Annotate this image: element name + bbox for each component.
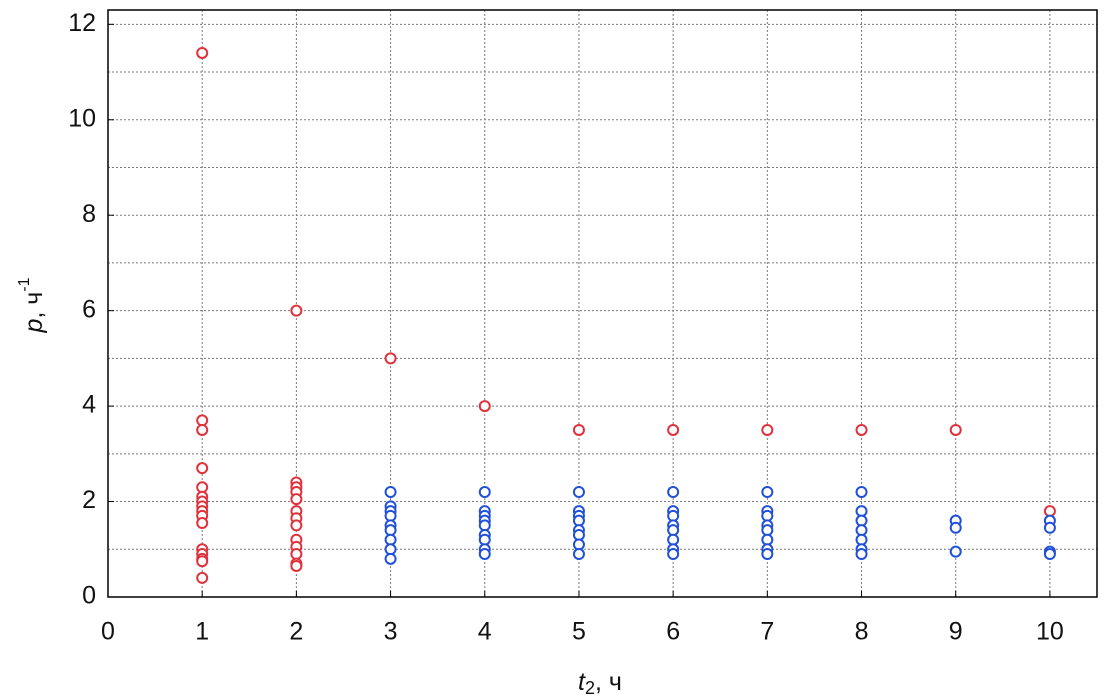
- point: [478, 400, 491, 413]
- point: [478, 486, 491, 499]
- x-tick-label: 8: [855, 618, 869, 646]
- y-tick-label: 10: [68, 104, 96, 132]
- point: [667, 548, 680, 561]
- point: [761, 486, 774, 499]
- point: [478, 533, 491, 546]
- point: [196, 555, 209, 568]
- point: [572, 548, 585, 561]
- point: [855, 548, 868, 561]
- plot-frame: [107, 9, 1098, 598]
- x-tick-label: 3: [384, 618, 398, 646]
- x-tick-label: 2: [289, 618, 303, 646]
- point: [855, 514, 868, 527]
- point: [478, 519, 491, 532]
- point: [667, 533, 680, 546]
- point: [761, 524, 774, 537]
- x-tick-label: 5: [572, 618, 586, 646]
- point: [384, 509, 397, 522]
- x-tick-label: 1: [195, 618, 209, 646]
- point: [855, 505, 868, 518]
- point: [949, 521, 962, 534]
- y-tick-label: 8: [82, 200, 96, 228]
- point: [667, 509, 680, 522]
- y-tick-label: 2: [82, 486, 96, 514]
- point: [290, 304, 303, 317]
- point: [196, 423, 209, 436]
- y-tick-label: 0: [82, 582, 96, 610]
- point: [855, 423, 868, 436]
- point: [761, 423, 774, 436]
- x-tick-label: 9: [949, 618, 963, 646]
- point: [384, 486, 397, 499]
- point: [1043, 505, 1056, 518]
- point: [290, 519, 303, 532]
- point: [572, 423, 585, 436]
- point: [196, 462, 209, 475]
- point: [572, 538, 585, 551]
- point: [196, 517, 209, 530]
- point: [572, 528, 585, 541]
- point: [855, 524, 868, 537]
- x-axis-label: t2, ч: [578, 668, 622, 698]
- point: [667, 524, 680, 537]
- point: [667, 423, 680, 436]
- point: [384, 533, 397, 546]
- point: [290, 559, 303, 572]
- point: [196, 46, 209, 59]
- x-tick-label: 6: [666, 618, 680, 646]
- x-tick-label: 7: [760, 618, 774, 646]
- y-tick-label: 12: [68, 9, 96, 37]
- point: [384, 352, 397, 365]
- point: [290, 548, 303, 561]
- point: [949, 423, 962, 436]
- point: [667, 486, 680, 499]
- point: [384, 543, 397, 556]
- point: [949, 545, 962, 558]
- x-tick-label: 0: [101, 618, 115, 646]
- point: [384, 552, 397, 565]
- point: [572, 486, 585, 499]
- y-axis-label: p, ч-1: [16, 277, 47, 333]
- point: [761, 548, 774, 561]
- point: [1043, 521, 1056, 534]
- x-tick-label: 4: [478, 618, 492, 646]
- point: [855, 533, 868, 546]
- y-tick-label: 4: [82, 391, 96, 419]
- x-tick-label: 10: [1036, 618, 1064, 646]
- point: [384, 524, 397, 537]
- y-tick-label: 6: [82, 295, 96, 323]
- point: [196, 414, 209, 427]
- point: [855, 486, 868, 499]
- point: [196, 481, 209, 494]
- point: [1043, 548, 1056, 561]
- point: [572, 514, 585, 527]
- point: [196, 571, 209, 584]
- point: [761, 533, 774, 546]
- point: [478, 548, 491, 561]
- point: [290, 493, 303, 506]
- point: [761, 509, 774, 522]
